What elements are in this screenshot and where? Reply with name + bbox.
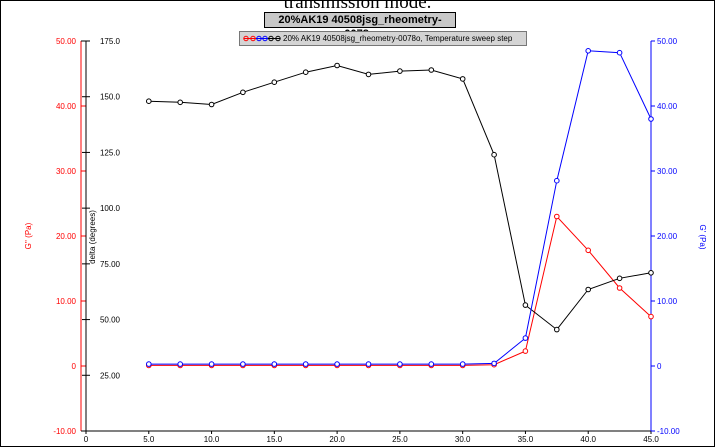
delta-tick-label: 75.00 (100, 260, 121, 269)
legend-label: 20% AK19 40508jsg_rheometry-0078o, Tempe… (283, 34, 513, 43)
data-point-delta (585, 286, 592, 293)
data-point-g_prime (397, 361, 403, 367)
legend-marker-delta (275, 35, 281, 42)
chart-title: 20%AK19 40508jsg_rheometry-0078o (264, 12, 456, 40)
delta-tick-label: 175.0 (100, 37, 121, 46)
g_double_prime-tick-label: -10.00 (53, 427, 76, 436)
series-line-delta (148, 64, 652, 331)
data-point-g_prime (428, 361, 435, 367)
delta-tick-label: 150.0 (100, 93, 121, 102)
g_double_prime-tick-label: 40.00 (56, 102, 77, 111)
g_double_prime-tick-label: 10.00 (56, 297, 77, 306)
x-tick-label: 30.0 (455, 435, 471, 444)
data-point-delta (334, 62, 340, 69)
g_double_prime-tick-label: 0 (72, 362, 77, 371)
delta-axis-label: delta (degrees) (88, 210, 97, 264)
data-point-g_prime (177, 361, 183, 367)
data-point-g_prime (208, 361, 215, 367)
g_prime-tick-label: 0 (657, 362, 662, 371)
data-point-g_prime (585, 48, 592, 54)
data-point-delta (616, 275, 623, 282)
data-point-delta (491, 151, 497, 158)
data-point-g_prime (334, 361, 340, 367)
data-point-g_prime (522, 335, 529, 341)
data-point-delta (397, 68, 403, 74)
legend-marker-gp (256, 35, 262, 42)
series-line-g_prime (148, 50, 652, 365)
data-point-delta (459, 76, 466, 82)
g_prime-tick-label: 40.00 (657, 102, 678, 111)
data-point-g_prime (146, 361, 152, 367)
data-point-g_double_prime (616, 285, 623, 291)
data-point-delta (648, 270, 654, 276)
data-point-delta (522, 302, 529, 308)
g_double_prime-tick-label: 30.00 (56, 167, 77, 176)
g_double_prime-tick-label: 50.00 (56, 37, 77, 46)
data-point-g_prime (648, 116, 654, 122)
data-point-delta (271, 79, 278, 85)
data-point-g_double_prime (554, 213, 560, 220)
data-point-g_prime (365, 361, 372, 367)
data-point-g_prime (240, 361, 246, 367)
g_prime-tick-label: 30.00 (657, 167, 678, 176)
x-tick-label: 40.0 (580, 435, 596, 444)
data-point-delta (208, 101, 215, 108)
delta-tick-label: 50.00 (100, 316, 121, 325)
data-point-delta (240, 89, 246, 96)
data-point-g_double_prime (522, 348, 529, 354)
legend: 20% AK19 40508jsg_rheometry-0078o, Tempe… (239, 31, 527, 46)
g_prime-tick-label: 20.00 (657, 232, 678, 241)
data-point-g_prime (459, 361, 466, 367)
x-tick-label: 20.0 (329, 435, 345, 444)
delta-tick-label: 125.0 (100, 148, 121, 157)
legend-marker-delta (268, 35, 274, 42)
series-line-g_double_prime (148, 215, 652, 366)
g-prime-axis-label: G' (Pa) (698, 224, 707, 249)
delta-tick-label: 100.0 (100, 204, 121, 213)
data-point-delta (365, 71, 372, 78)
g_prime-tick-label: -10.00 (657, 427, 680, 436)
data-point-delta (554, 326, 560, 333)
legend-marker-gp (262, 35, 268, 42)
x-tick-label: 0 (84, 435, 89, 444)
x-tick-label: 25.0 (392, 435, 408, 444)
x-tick-label: 35.0 (518, 435, 534, 444)
data-point-g_prime (554, 177, 560, 184)
data-point-delta (428, 67, 435, 73)
data-point-g_double_prime (585, 247, 592, 254)
legend-marker-gpp (250, 35, 256, 42)
legend-marker-gpp (243, 35, 249, 42)
data-point-delta (177, 99, 183, 106)
delta-tick-label: 25.00 (100, 371, 121, 380)
legend-swatch (243, 35, 281, 42)
data-point-g_prime (271, 361, 278, 367)
data-point-g_prime (491, 360, 497, 367)
x-tick-label: 15.0 (267, 435, 283, 444)
x-tick-label: 10.0 (204, 435, 220, 444)
data-point-g_double_prime (648, 313, 654, 320)
data-point-delta (302, 69, 309, 75)
x-tick-label: 5.0 (143, 435, 155, 444)
g_prime-tick-label: 50.00 (657, 37, 678, 46)
x-tick-label: 45.0 (643, 435, 659, 444)
g_double_prime-tick-label: 20.00 (56, 232, 77, 241)
g_prime-tick-label: 10.00 (657, 297, 678, 306)
top-caption: transmission mode. (283, 0, 432, 13)
data-point-g_prime (302, 361, 309, 367)
g-double-prime-axis-label: G'' (Pa) (24, 222, 33, 249)
data-point-delta (146, 98, 152, 104)
data-point-g_prime (616, 49, 623, 56)
